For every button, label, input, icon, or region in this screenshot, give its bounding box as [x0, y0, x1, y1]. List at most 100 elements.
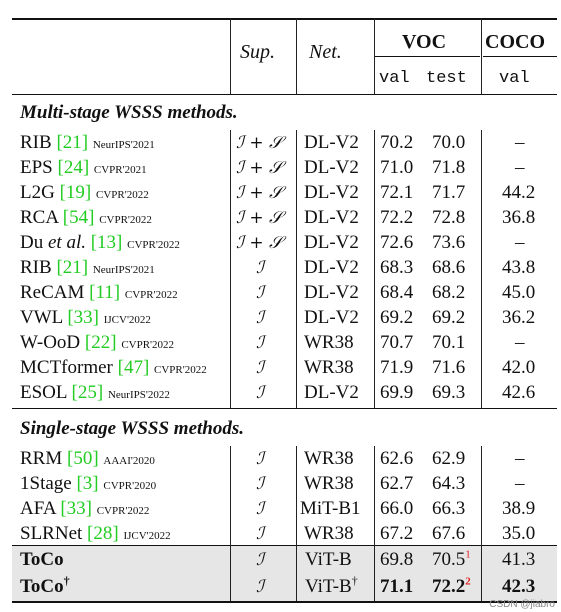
- vline-net-multi: [296, 130, 297, 408]
- method-name: W-OoD: [20, 332, 81, 353]
- voc-val-cell: 68.3: [380, 257, 414, 278]
- header-voc: VOC: [402, 31, 447, 53]
- net-name: ViT-B: [305, 576, 352, 597]
- coco-val-cell: –: [515, 232, 525, 253]
- voc-test-cell: 69.3: [432, 382, 466, 403]
- coco-val-cell: 44.2: [502, 182, 536, 203]
- voc-test-cell: 62.9: [432, 448, 466, 469]
- citation: [54]: [62, 207, 95, 228]
- voc-val-cell: 71.1: [380, 576, 414, 597]
- venue-label: CVPR'2021: [93, 164, 147, 176]
- coco-val-cell: 45.0: [502, 282, 536, 303]
- test-value: 72.2: [432, 576, 466, 597]
- voc-test-cell: 68.2: [432, 282, 466, 303]
- method-name: AFA: [20, 498, 56, 519]
- venue-label: NeurIPS'2021: [92, 139, 155, 151]
- coco-val-cell: 43.8: [502, 257, 536, 278]
- vline-coco-header: [481, 18, 482, 94]
- header-coco: COCO: [485, 31, 545, 53]
- voc-val-cell: 66.0: [380, 498, 414, 519]
- method-et-al: et al.: [47, 232, 86, 253]
- footnote-mark: 1: [465, 548, 471, 561]
- voc-test-cell: 67.6: [432, 523, 466, 544]
- sup-cell: ℐ + 𝒮: [236, 133, 283, 153]
- citation: [33]: [67, 307, 99, 328]
- coco-val-cell: –: [515, 448, 525, 469]
- method-name: EPS: [20, 157, 53, 178]
- net-name: ViT-B: [305, 549, 352, 570]
- sup-cell: ℐ: [256, 577, 264, 597]
- voc-val-cell: 71.9: [380, 357, 414, 378]
- citation: [33]: [60, 498, 92, 519]
- method-name: L2G: [20, 182, 55, 203]
- venue-label: CVPR'2022: [121, 339, 175, 351]
- method-name: RIB: [20, 257, 52, 278]
- sup-cell: ℐ: [256, 499, 264, 519]
- method-name: SLRNet: [20, 523, 83, 544]
- vline-voc-header: [374, 18, 375, 94]
- coco-val-cell: –: [515, 132, 525, 153]
- venue-label: CVPR'2022: [96, 505, 150, 517]
- coco-val-cell: 41.3: [502, 549, 536, 570]
- vline-net-single: [296, 446, 297, 601]
- venue-label: CVPR'2022: [124, 289, 178, 301]
- sup-cell: ℐ: [256, 449, 264, 469]
- method-cell: 1Stage [3] CVPR'2020: [20, 472, 156, 498]
- net-cell: ViT-B†: [305, 575, 358, 599]
- venue-label: AAAI'2020: [103, 455, 155, 467]
- header-rule: [12, 94, 557, 95]
- method-name: RIB: [20, 132, 52, 153]
- venue-label: CVPR'2022: [154, 364, 207, 376]
- method-cell: ReCAM [11] CVPR'2022: [20, 281, 178, 307]
- method-cell: RRM [50] AAAI'2020: [20, 447, 155, 473]
- voc-val-cell: 69.8: [380, 549, 414, 570]
- net-cell: DL-V2: [304, 232, 359, 253]
- coco-val-cell: –: [515, 473, 525, 494]
- citation: [21]: [56, 132, 89, 153]
- net-cell: DL-V2: [304, 207, 359, 228]
- vline-net-header: [296, 18, 297, 94]
- vline-coco-single: [481, 446, 482, 601]
- citation: [13]: [90, 232, 123, 253]
- header-net: Net.: [309, 41, 342, 63]
- net-cell: WR38: [304, 473, 354, 494]
- net-cell: DL-V2: [304, 157, 359, 178]
- section-title-multi: Multi-stage WSSS methods.: [20, 102, 238, 123]
- citation: [50]: [67, 448, 99, 469]
- venue-label: CVPR'2020: [103, 480, 157, 492]
- net-cell: DL-V2: [304, 132, 359, 153]
- voc-test-cell: 66.3: [432, 498, 466, 519]
- sup-cell: ℐ: [256, 358, 264, 378]
- net-cell: DL-V2: [304, 282, 359, 303]
- coco-underline: [483, 56, 557, 57]
- method-cell: L2G [19] CVPR'2022: [20, 181, 149, 207]
- vline-voc-multi: [374, 130, 375, 408]
- voc-test-cell: 71.6: [432, 357, 466, 378]
- vline-sup-multi: [230, 130, 231, 408]
- voc-test-cell: 70.1: [432, 332, 466, 353]
- citation: [19]: [59, 182, 92, 203]
- vline-voc-single: [374, 446, 375, 601]
- header-voc-val: val: [379, 69, 410, 88]
- method-name: ToCo: [20, 576, 64, 597]
- section-title-single: Single-stage WSSS methods.: [20, 418, 245, 439]
- bottom-rule: [12, 601, 557, 603]
- venue-label: CVPR'2022: [127, 239, 180, 251]
- method-cell: MCTformer [47] CVPR'2022: [20, 356, 207, 382]
- method-cell: Du et al. [13] CVPR'2022: [20, 231, 180, 257]
- top-rule: [12, 18, 557, 20]
- net-cell: DL-V2: [304, 182, 359, 203]
- voc-val-cell: 67.2: [380, 523, 414, 544]
- watermark: CSDN @jiabro: [489, 599, 555, 610]
- voc-test-cell: 72.22: [432, 575, 471, 599]
- sup-cell: ℐ + 𝒮: [236, 183, 283, 203]
- voc-val-cell: 70.2: [380, 132, 414, 153]
- coco-val-cell: –: [515, 157, 525, 178]
- vline-coco-multi: [481, 130, 482, 408]
- venue-label: CVPR'2022: [95, 189, 149, 201]
- vline-sup-header: [230, 18, 231, 94]
- header-coco-val: val: [499, 69, 530, 88]
- vline-sup-single: [230, 446, 231, 601]
- sup-cell: ℐ + 𝒮: [236, 233, 283, 253]
- section-separator-rule: [12, 408, 557, 409]
